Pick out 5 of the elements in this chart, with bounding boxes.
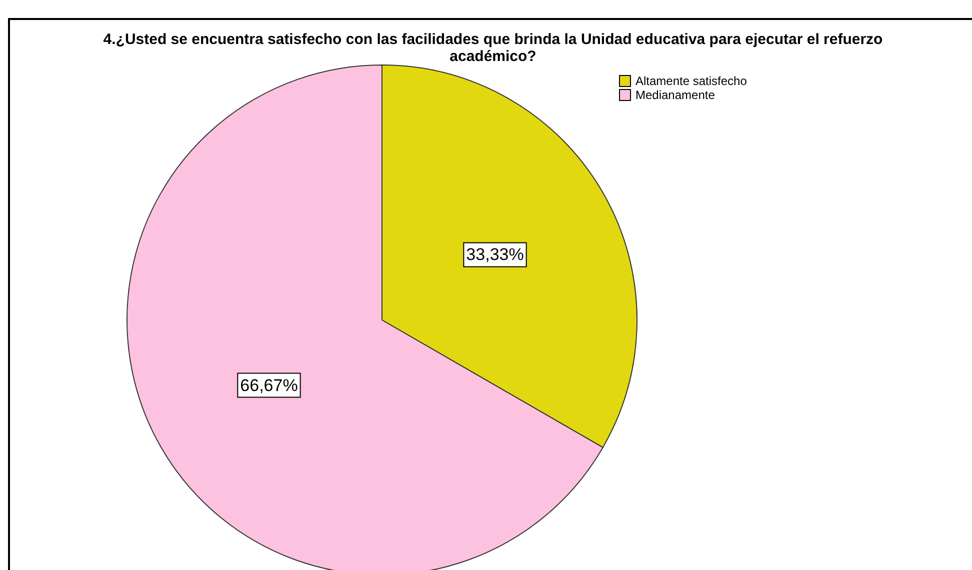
legend-label: Medianamente [636,88,716,102]
data-label: 33,33% [466,245,524,264]
legend-label: Altamente satisfecho [636,74,748,88]
data-label: 66,67% [240,376,298,395]
chart-title: 4.¿Usted se encuentra satisfecho con las facilidades que brinda la Unidad educativa para ejecutar el refuerzo académico? [103,31,883,65]
